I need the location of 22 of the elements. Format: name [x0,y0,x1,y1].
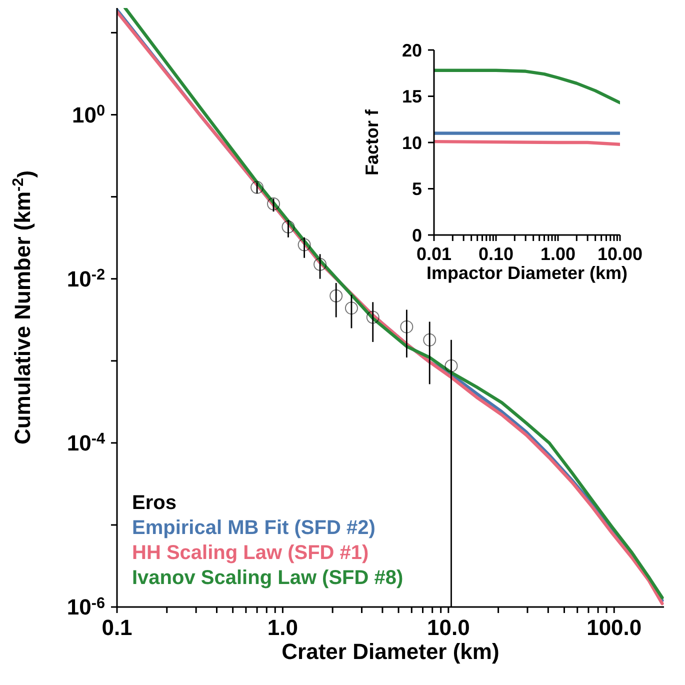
x-tick-label: 10.0 [427,615,470,640]
x-axis-title: Impactor Diameter (km) [426,263,628,283]
y-tick-label: 0 [412,225,422,246]
x-tick-label: 100.0 [586,615,642,640]
y-tick-label: 10$^{-2}$ [66,266,105,292]
y-axis-title: Factor f [362,108,382,176]
x-tick-label: 0.01 [416,244,452,264]
y-tick-label: 5 [412,179,422,200]
x-tick-label: 0.10 [478,244,514,264]
x-axis-title: Crater Diameter (km) [282,639,500,664]
x-tick-label: 1.0 [267,615,298,640]
x-tick-label: 1.00 [540,244,576,264]
text: HH Scaling Law (SFD #1) [132,541,370,566]
text: Ivanov Scaling Law (SFD #8) [132,566,404,591]
y-tick-label: 20 [402,40,422,60]
y-tick-label: 15 [402,86,422,107]
x-tick-label: 10.00 [597,244,643,264]
text: Eros [132,491,178,516]
y-tick-label: 10$^{-4}$ [66,430,106,456]
text: Empirical MB Fit (SFD #2) [132,516,376,541]
y-tick-label: 10 [402,132,422,153]
y-tick-label: 10$^{0}$ [72,102,105,128]
